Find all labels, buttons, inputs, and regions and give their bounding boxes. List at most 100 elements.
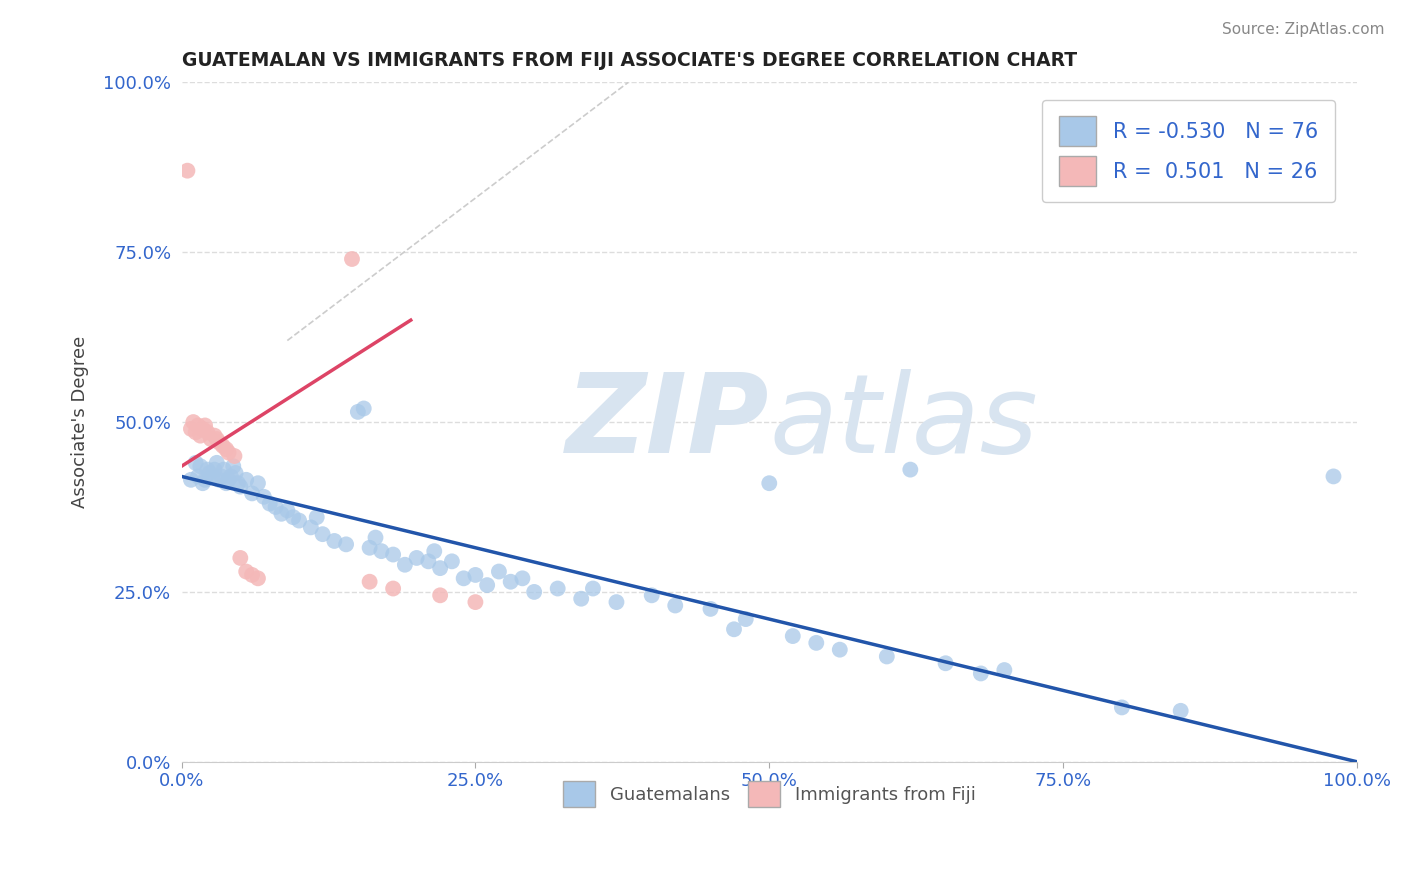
Point <box>734 612 756 626</box>
Point <box>229 480 252 494</box>
Point <box>235 565 257 579</box>
Point <box>935 657 957 671</box>
Point <box>288 514 311 528</box>
Point <box>970 666 993 681</box>
Text: GUATEMALAN VS IMMIGRANTS FROM FIJI ASSOCIATE'S DEGREE CORRELATION CHART: GUATEMALAN VS IMMIGRANTS FROM FIJI ASSOC… <box>181 51 1077 70</box>
Point <box>225 466 247 480</box>
Point <box>1322 469 1344 483</box>
Point <box>806 636 828 650</box>
Point <box>382 548 405 562</box>
Point <box>512 571 534 585</box>
Point <box>475 578 498 592</box>
Point <box>208 473 231 487</box>
Point <box>370 544 392 558</box>
Point <box>197 425 219 440</box>
Point <box>205 456 228 470</box>
Point <box>1170 704 1192 718</box>
Point <box>235 473 257 487</box>
Point <box>188 459 211 474</box>
Point <box>194 473 217 487</box>
Text: ZIP: ZIP <box>565 368 769 475</box>
Point <box>359 574 381 589</box>
Point <box>205 432 228 446</box>
Point <box>188 428 211 442</box>
Text: atlas: atlas <box>769 368 1038 475</box>
Point <box>201 469 224 483</box>
Point <box>211 439 233 453</box>
Point <box>200 432 222 446</box>
Point <box>641 588 664 602</box>
Text: Source: ZipAtlas.com: Source: ZipAtlas.com <box>1222 22 1385 37</box>
Point <box>582 582 605 596</box>
Point <box>353 401 375 416</box>
Point <box>229 550 252 565</box>
Point <box>276 503 298 517</box>
Point <box>523 585 546 599</box>
Point <box>699 602 721 616</box>
Point <box>364 531 387 545</box>
Point <box>218 473 240 487</box>
Point <box>382 582 405 596</box>
Point <box>723 622 745 636</box>
Point <box>187 418 209 433</box>
Point <box>240 486 263 500</box>
Point <box>240 568 263 582</box>
Point <box>453 571 475 585</box>
Point <box>993 663 1015 677</box>
Point <box>547 582 569 596</box>
Point <box>464 568 486 582</box>
Point <box>464 595 486 609</box>
Point <box>176 163 198 178</box>
Point <box>246 571 269 585</box>
Point <box>253 490 276 504</box>
Point <box>197 462 219 476</box>
Point <box>246 476 269 491</box>
Point <box>218 445 240 459</box>
Point <box>335 537 357 551</box>
Point <box>215 442 238 457</box>
Point <box>184 456 207 470</box>
Point <box>499 574 522 589</box>
Point <box>191 476 214 491</box>
Point <box>347 405 370 419</box>
Point <box>198 466 221 480</box>
Point <box>194 418 217 433</box>
Point <box>180 422 202 436</box>
Point <box>758 476 780 491</box>
Point <box>283 510 305 524</box>
Point <box>222 459 245 474</box>
Point <box>270 507 292 521</box>
Point <box>1111 700 1133 714</box>
Point <box>429 561 451 575</box>
Point <box>429 588 451 602</box>
Point <box>204 462 226 476</box>
Point <box>215 476 238 491</box>
Point <box>191 422 214 436</box>
Point <box>359 541 381 555</box>
Point <box>305 510 328 524</box>
Point <box>259 497 281 511</box>
Point <box>323 533 346 548</box>
Point <box>418 554 440 568</box>
Point <box>299 520 322 534</box>
Point <box>898 462 921 476</box>
Point <box>488 565 510 579</box>
Legend: Guatemalans, Immigrants from Fiji: Guatemalans, Immigrants from Fiji <box>555 774 983 814</box>
Point <box>187 469 209 483</box>
Point <box>219 469 242 483</box>
Point <box>664 599 686 613</box>
Point <box>212 462 235 476</box>
Point <box>264 500 287 514</box>
Point <box>876 649 898 664</box>
Point <box>211 469 233 483</box>
Point <box>181 415 204 429</box>
Point <box>311 527 333 541</box>
Point <box>226 476 249 491</box>
Point <box>605 595 627 609</box>
Point <box>180 473 202 487</box>
Point <box>405 550 427 565</box>
Point <box>440 554 463 568</box>
Point <box>340 252 363 266</box>
Point <box>394 558 416 572</box>
Point <box>208 435 231 450</box>
